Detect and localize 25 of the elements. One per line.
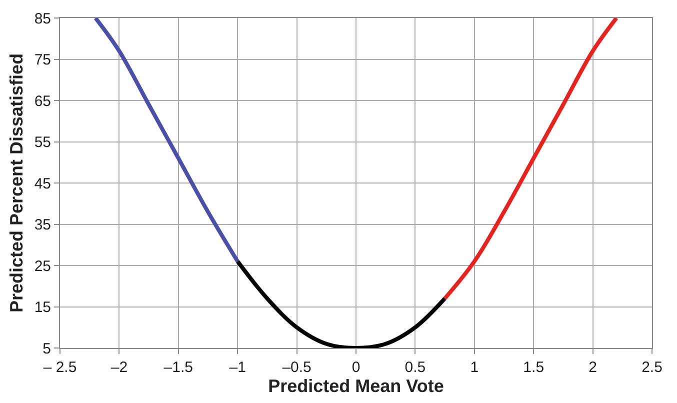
x-tick-label: –1	[229, 359, 246, 376]
x-tick-label: 2.5	[642, 359, 662, 376]
y-tick-label: 75	[34, 52, 51, 68]
y-tick-label: 55	[34, 134, 51, 151]
x-tick-label: 1.5	[523, 359, 544, 376]
y-tick-label: 85	[34, 10, 51, 28]
x-tick-label: 1	[470, 359, 479, 376]
line-series	[94, 18, 240, 264]
y-tick-label: 25	[34, 258, 51, 275]
x-tick-label: –2	[110, 359, 128, 376]
x-axis-title: Predicted Mean Vote	[268, 376, 444, 396]
x-tick-label: – 2.5	[43, 359, 77, 376]
x-tick-label: 0.5	[404, 359, 426, 376]
y-tick-label: 15	[34, 299, 51, 316]
x-tick-label: 2	[588, 359, 597, 376]
x-tick-label: 0	[352, 359, 360, 376]
x-tick-label: –1.5	[164, 359, 193, 376]
y-tick-label: 45	[34, 175, 51, 192]
y-tick-label: 35	[34, 216, 51, 234]
y-axis-title: Predicted Percent Dissatisfied	[6, 53, 27, 313]
x-tick-label: –0.5	[282, 359, 312, 376]
y-tick-label: 65	[34, 92, 51, 110]
line-series	[236, 259, 447, 348]
line-series	[442, 18, 618, 300]
y-tick-label: 5	[42, 340, 51, 358]
